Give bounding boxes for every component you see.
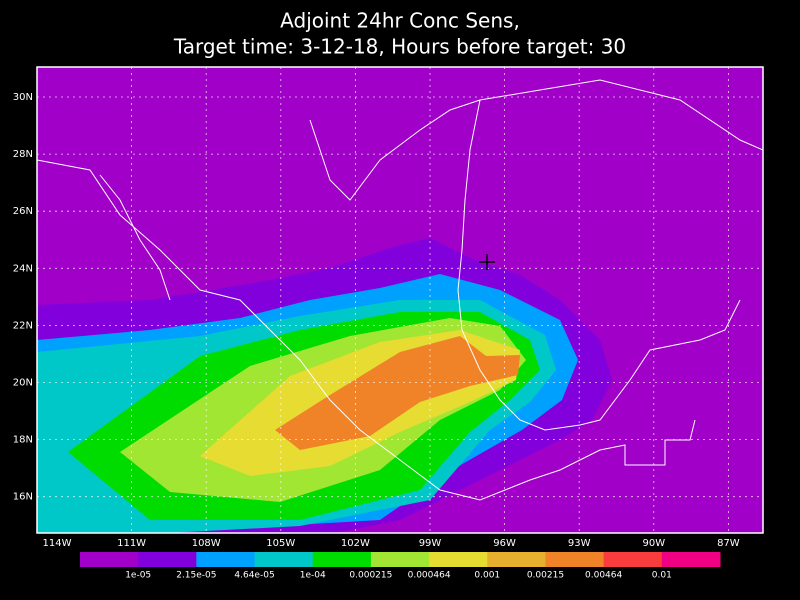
lat-label: 30N xyxy=(13,92,33,103)
colorbar-swatch xyxy=(603,552,663,567)
graticule xyxy=(37,67,763,533)
lon-label: 108W xyxy=(192,538,221,549)
colorbar-swatch xyxy=(370,552,430,567)
colorbar-label: 0.00464 xyxy=(585,571,622,581)
colorbar-swatch xyxy=(138,552,197,567)
lon-label: 96W xyxy=(493,538,516,549)
coastline xyxy=(37,159,601,501)
lon-label: 102W xyxy=(341,538,370,549)
contour-fill xyxy=(275,336,520,450)
colorbar-label: 2.15e-05 xyxy=(176,571,216,581)
lon-label: 105W xyxy=(266,538,295,549)
colorbar-swatch xyxy=(312,552,372,567)
axis-labels: 114W 111W 108W 105W 102W 99W 96W 93W 90W 87W 30N 28… xyxy=(13,92,740,549)
coastline xyxy=(99,174,171,301)
lon-label: 90W xyxy=(642,538,665,549)
border xyxy=(599,419,696,466)
lon-label: 99W xyxy=(419,538,442,549)
lon-label: 87W xyxy=(717,538,740,549)
colorbar-swatch xyxy=(196,552,256,567)
target-marker xyxy=(479,254,495,270)
lat-label: 26N xyxy=(13,206,33,217)
plot-area xyxy=(37,67,763,533)
lat-label: 28N xyxy=(13,149,33,160)
lat-label: 18N xyxy=(13,435,33,446)
colorbar-label: 0.000464 xyxy=(408,571,451,581)
lat-label: 16N xyxy=(13,492,33,503)
colorbar-swatch xyxy=(80,552,139,567)
title-line: Target time: 3-12-18, Hours before targe… xyxy=(173,35,626,59)
colorbar-label: 1e-05 xyxy=(125,571,151,581)
colorbar-label: 4.64e-05 xyxy=(234,571,274,581)
lon-label: 114W xyxy=(43,538,72,549)
colorbar-label: 0.00215 xyxy=(527,571,564,581)
coastline xyxy=(457,99,741,431)
plot-frame xyxy=(36,66,764,534)
colorbar-label: 0.01 xyxy=(652,571,672,581)
lat-label: 20N xyxy=(13,378,33,389)
colorbar-swatch xyxy=(254,552,314,567)
colorbar-swatch xyxy=(545,552,605,567)
lon-label: 111W xyxy=(117,538,146,549)
colorbar-swatch xyxy=(429,552,488,567)
lon-label: 93W xyxy=(568,538,591,549)
colorbar-swatch xyxy=(487,552,546,567)
lat-label: 24N xyxy=(13,263,33,274)
colorbar-label: 1e-04 xyxy=(300,571,326,581)
lat-label: 22N xyxy=(13,320,33,331)
colorbar-label: 0.000215 xyxy=(349,571,392,581)
colorbar-label: 0.001 xyxy=(474,571,500,581)
border xyxy=(309,79,763,201)
colorbar-swatch xyxy=(661,552,721,567)
colorbar: 1e-05 2.15e-05 4.64e-05 1e-04 0.000215 0.0004… xyxy=(80,552,721,581)
title-line: Adjoint 24hr Conc Sens, xyxy=(280,9,520,33)
